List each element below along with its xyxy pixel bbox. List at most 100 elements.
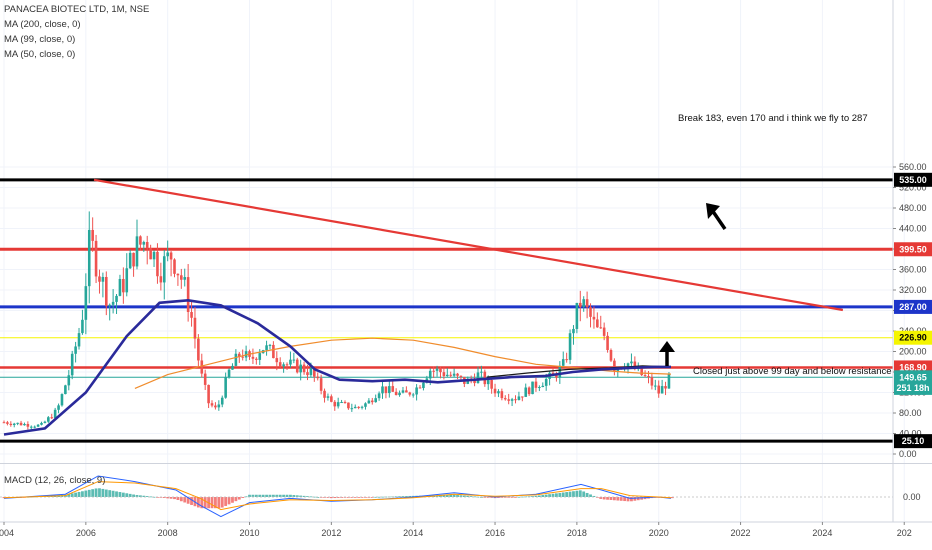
candle-body <box>630 361 633 364</box>
ma200-legend[interactable]: MA (200, close, 0) <box>4 19 81 30</box>
macd-histogram-bar <box>268 494 272 497</box>
candle-body <box>87 229 91 287</box>
candle-body <box>654 385 657 387</box>
candle-body <box>643 375 647 377</box>
macd-histogram-bar <box>227 497 231 505</box>
macd-histogram-bar <box>568 491 572 497</box>
macd-histogram-bar <box>237 497 241 500</box>
macd-histogram-bar <box>517 496 521 498</box>
macd-histogram-bar <box>544 494 548 497</box>
candle-body <box>558 365 562 378</box>
candle-body <box>439 368 442 373</box>
macd-histogram-bar <box>326 497 330 498</box>
candle-body <box>217 404 221 408</box>
price-tag-label: 25.10 <box>902 436 925 446</box>
current-price-tag-label: 251 18h <box>896 383 929 393</box>
macd-histogram-bar <box>261 494 265 497</box>
candle-body <box>173 259 176 274</box>
candle-body <box>193 317 197 339</box>
macd-histogram-bar <box>118 492 122 497</box>
candle-body <box>64 385 67 395</box>
candle-body <box>258 353 262 360</box>
candle-body <box>336 402 340 407</box>
candle-body <box>19 422 23 426</box>
macd-histogram-bar <box>626 497 630 502</box>
macd-histogram-bar <box>125 493 129 497</box>
candle-body <box>442 372 446 377</box>
candle-body <box>330 396 333 402</box>
ma50-legend[interactable]: MA (50, close, 0) <box>4 49 76 60</box>
macd-histogram-bar <box>210 497 214 509</box>
candle-body <box>360 406 364 408</box>
candle-body <box>77 333 81 347</box>
price-tag <box>894 330 932 345</box>
candle-body <box>343 402 347 404</box>
candle-body <box>16 422 19 424</box>
candle-body <box>449 374 453 376</box>
macd-histogram-bar <box>497 497 500 498</box>
macd-histogram-bar <box>537 495 541 497</box>
candle-body <box>105 276 108 307</box>
candle-body <box>12 423 16 426</box>
candle-body <box>118 278 122 296</box>
time-tick-label: 2012 <box>321 528 341 538</box>
annotation-breakout: Break 183, even 170 and i think we fly t… <box>678 113 868 124</box>
macd-histogram-bar <box>67 494 71 497</box>
macd-histogram-bar <box>74 492 78 497</box>
candle-body <box>265 345 268 351</box>
candle-body <box>40 422 43 425</box>
time-tick-label: 2008 <box>158 528 178 538</box>
price-tick-label: 200.00 <box>899 347 927 357</box>
candle-body <box>664 386 667 389</box>
macd-histogram-bar <box>353 497 357 498</box>
candle-body <box>289 359 292 365</box>
candle-body <box>353 406 357 409</box>
candle-body <box>333 401 337 407</box>
candle-body <box>67 375 71 386</box>
candle-body <box>602 327 606 336</box>
candle-body <box>541 385 545 388</box>
candle-body <box>94 240 98 277</box>
candle-body <box>111 301 115 305</box>
ma99-legend[interactable]: MA (99, close, 0) <box>4 34 76 45</box>
price-tick-label: 440.00 <box>899 224 927 234</box>
macd-histogram-bar <box>149 496 153 498</box>
macd-histogram-bar <box>312 496 316 498</box>
macd-histogram-bar <box>91 489 95 497</box>
macd-histogram-bar <box>612 497 616 501</box>
macd-histogram-bar <box>374 496 378 498</box>
candle-body <box>538 387 541 389</box>
macd-histogram-bar <box>633 497 637 501</box>
candle-body <box>544 378 548 386</box>
candle-body <box>596 319 599 328</box>
macd-legend[interactable]: MACD (12, 26, close, 9) <box>4 475 106 486</box>
macd-histogram-bar <box>115 491 118 497</box>
candle-body <box>415 387 418 395</box>
macd-histogram-bar <box>176 497 180 500</box>
candle-body <box>231 365 234 370</box>
candle-body <box>347 402 350 409</box>
candle-body <box>428 370 432 379</box>
time-tick-label: 2022 <box>731 528 751 538</box>
macd-histogram-bar <box>490 497 494 498</box>
macd-histogram-bar <box>575 490 579 497</box>
candle-body <box>190 311 193 318</box>
macd-histogram-bar <box>381 496 384 498</box>
candle-body <box>640 366 643 376</box>
price-tag <box>894 242 932 257</box>
candle-body <box>578 302 582 307</box>
price-tag <box>894 172 932 187</box>
candle-body <box>582 299 585 307</box>
arrow-breakout-shaft <box>710 209 727 230</box>
macd-histogram-bar <box>609 497 613 500</box>
macd-histogram-bar <box>602 497 606 500</box>
candle-body <box>316 376 320 379</box>
macd-histogram-bar <box>275 494 279 497</box>
candle-body <box>268 344 272 346</box>
macd-histogram-bar <box>190 497 193 505</box>
candle-body <box>272 344 275 359</box>
macd-histogram-bar <box>248 494 251 497</box>
candle-body <box>210 403 214 406</box>
